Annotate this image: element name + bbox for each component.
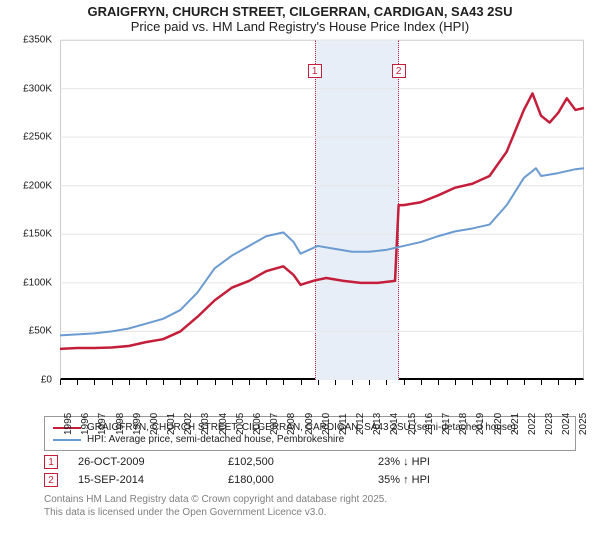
x-tick-mark — [318, 380, 319, 385]
legend-row: HPI: Average price, semi-detached house,… — [53, 434, 567, 445]
x-tick-label: 1997 — [97, 413, 108, 435]
x-tick-mark — [146, 380, 147, 385]
sale-marker-icon: 2 — [44, 473, 58, 487]
x-tick-mark — [421, 380, 422, 385]
x-tick-label: 2002 — [183, 413, 194, 435]
chart-sale-marker: 1 — [308, 64, 322, 78]
chart-svg — [60, 40, 584, 380]
x-tick-label: 2013 — [372, 413, 383, 435]
x-tick-mark — [541, 380, 542, 385]
x-tick-label: 2007 — [269, 413, 280, 435]
x-tick-mark — [335, 380, 336, 385]
x-tick-mark — [575, 380, 576, 385]
x-tick-label: 2011 — [338, 413, 349, 435]
y-tick-label: £150K — [2, 229, 52, 240]
x-tick-mark — [283, 380, 284, 385]
x-tick-mark — [301, 380, 302, 385]
x-tick-label: 1995 — [63, 413, 74, 435]
x-tick-mark — [60, 380, 61, 385]
chart-container: GRAIGFRYN, CHURCH STREET, CILGERRAN, CAR… — [0, 0, 600, 560]
y-tick-label: £300K — [2, 83, 52, 94]
x-tick-mark — [112, 380, 113, 385]
x-tick-label: 2000 — [149, 413, 160, 435]
x-tick-label: 2015 — [407, 413, 418, 435]
x-tick-mark — [524, 380, 525, 385]
x-tick-mark — [197, 380, 198, 385]
x-tick-mark — [472, 380, 473, 385]
y-tick-label: £50K — [2, 326, 52, 337]
footnote-line: Contains HM Land Registry data © Crown c… — [44, 493, 576, 506]
x-tick-mark — [163, 380, 164, 385]
x-tick-mark — [369, 380, 370, 385]
x-tick-label: 1999 — [132, 413, 143, 435]
chart-subtitle: Price paid vs. HM Land Registry's House … — [0, 19, 600, 34]
chart-area: £0£50K£100K£150K£200K£250K£300K£350K1995… — [32, 34, 592, 414]
series-price_paid — [60, 93, 584, 348]
x-tick-label: 2022 — [527, 413, 538, 435]
x-tick-mark — [129, 380, 130, 385]
x-tick-label: 2010 — [321, 413, 332, 435]
x-tick-mark — [249, 380, 250, 385]
x-tick-label: 2016 — [424, 413, 435, 435]
y-tick-label: £350K — [2, 35, 52, 46]
y-tick-label: £0 — [2, 375, 52, 386]
x-tick-mark — [558, 380, 559, 385]
x-tick-mark — [232, 380, 233, 385]
chart-title: GRAIGFRYN, CHURCH STREET, CILGERRAN, CAR… — [0, 4, 600, 19]
legend-label: HPI: Average price, semi-detached house,… — [87, 434, 344, 445]
sale-delta: 35% ↑ HPI — [378, 474, 528, 486]
x-tick-mark — [352, 380, 353, 385]
x-tick-mark — [455, 380, 456, 385]
x-tick-label: 2020 — [493, 413, 504, 435]
legend-swatch — [53, 439, 81, 441]
x-tick-label: 2023 — [544, 413, 555, 435]
y-tick-label: £200K — [2, 180, 52, 191]
title-block: GRAIGFRYN, CHURCH STREET, CILGERRAN, CAR… — [0, 0, 600, 34]
x-tick-label: 2018 — [458, 413, 469, 435]
x-tick-mark — [180, 380, 181, 385]
x-tick-label: 2019 — [475, 413, 486, 435]
x-tick-mark — [77, 380, 78, 385]
sale-price: £180,000 — [228, 474, 378, 486]
x-tick-label: 2003 — [200, 413, 211, 435]
x-tick-label: 2025 — [578, 413, 589, 435]
x-tick-label: 2024 — [561, 413, 572, 435]
footnote: Contains HM Land Registry data © Crown c… — [44, 493, 576, 519]
x-tick-mark — [215, 380, 216, 385]
sale-date: 26-OCT-2009 — [78, 456, 228, 468]
x-tick-label: 2014 — [389, 413, 400, 435]
x-tick-label: 2021 — [510, 413, 521, 435]
footnote-line: This data is licensed under the Open Gov… — [44, 506, 576, 519]
x-tick-label: 2004 — [218, 413, 229, 435]
x-tick-label: 1998 — [115, 413, 126, 435]
x-tick-label: 2005 — [235, 413, 246, 435]
x-tick-label: 1996 — [80, 413, 91, 435]
sale-price: £102,500 — [228, 456, 378, 468]
sale-row: 2 15-SEP-2014 £180,000 35% ↑ HPI — [44, 473, 576, 487]
x-tick-mark — [386, 380, 387, 385]
y-tick-label: £250K — [2, 132, 52, 143]
sale-delta: 23% ↓ HPI — [378, 456, 528, 468]
x-tick-label: 2008 — [286, 413, 297, 435]
x-tick-mark — [490, 380, 491, 385]
y-tick-label: £100K — [2, 277, 52, 288]
x-tick-label: 2012 — [355, 413, 366, 435]
sale-date: 15-SEP-2014 — [78, 474, 228, 486]
x-tick-label: 2017 — [441, 413, 452, 435]
x-tick-mark — [94, 380, 95, 385]
x-tick-label: 2009 — [304, 413, 315, 435]
sale-row: 1 26-OCT-2009 £102,500 23% ↓ HPI — [44, 455, 576, 469]
sale-marker-icon: 1 — [44, 455, 58, 469]
x-tick-mark — [438, 380, 439, 385]
x-tick-label: 2006 — [252, 413, 263, 435]
x-tick-mark — [266, 380, 267, 385]
chart-sale-marker: 2 — [392, 64, 406, 78]
x-tick-label: 2001 — [166, 413, 177, 435]
x-tick-mark — [507, 380, 508, 385]
series-hpi — [60, 168, 584, 335]
x-tick-mark — [404, 380, 405, 385]
